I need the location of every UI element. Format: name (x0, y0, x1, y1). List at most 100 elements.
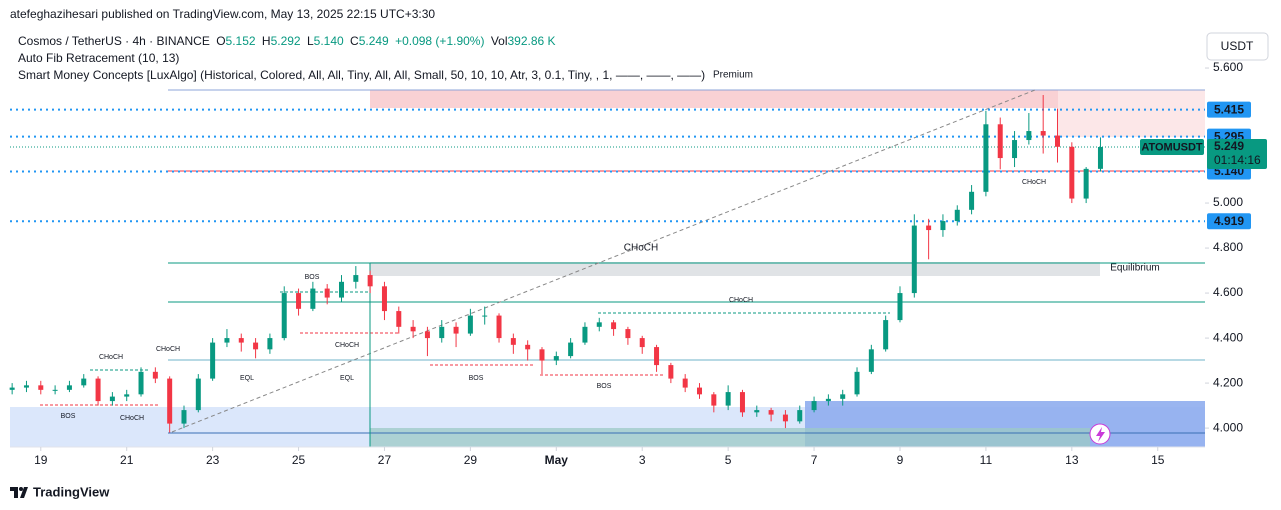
x-tick-label: 15 (1151, 453, 1165, 467)
last-price-box (1207, 139, 1267, 170)
candle-body (324, 288, 330, 298)
close-key: C (350, 34, 359, 48)
alert-icon-bolt (1096, 427, 1105, 442)
annotation: CHoCH (156, 346, 180, 353)
brand-logo (10, 487, 28, 498)
y-tick-label: 4.800 (1213, 240, 1243, 254)
candle-body (969, 191, 975, 210)
y-tick-label: 4.400 (1213, 330, 1243, 344)
candle-body (1012, 140, 1018, 159)
candle-body (1040, 131, 1046, 136)
x-tick-label: 11 (980, 453, 993, 467)
candle-body (238, 338, 244, 343)
candle-body (353, 275, 359, 282)
annotation: CHoCH (1022, 179, 1046, 186)
x-tick-label: 27 (378, 453, 392, 467)
candle-body (739, 392, 745, 413)
candle-body (181, 410, 187, 424)
y-tick-label: 5.600 (1213, 60, 1243, 74)
annotation: BOS (61, 413, 76, 420)
x-tick-label: 13 (1065, 453, 1079, 467)
vol-value: 392.86 K (508, 34, 556, 48)
candle-body (1097, 147, 1103, 169)
last-price-name-box (1140, 139, 1204, 156)
candle-body (95, 378, 101, 402)
candle-body (568, 342, 574, 357)
candle-body (983, 124, 989, 192)
annotation: Premium (713, 70, 753, 81)
open-key: O (216, 34, 225, 48)
candle-body (697, 387, 703, 395)
candle-body (639, 338, 645, 348)
candle-body (410, 326, 416, 332)
candle-body (195, 378, 201, 411)
price-label: 4.919 (1214, 214, 1244, 228)
last-price-name: ATOMUSDT (1141, 141, 1203, 153)
candle-body (467, 315, 473, 334)
symbol: Cosmos / TetherUS · 4h · BINANCE (18, 34, 210, 48)
x-tick-label: 29 (464, 453, 478, 467)
price-label-box (1207, 101, 1251, 118)
candle-body (339, 281, 345, 298)
candle-body (911, 225, 917, 294)
annotation: BOS (305, 274, 320, 281)
annotation: Equilibrium (1110, 263, 1159, 274)
candle-body (625, 329, 631, 339)
indicator-fib: Auto Fib Retracement (10, 13) (18, 51, 179, 65)
candle-body (66, 385, 72, 390)
x-tick-label: 21 (120, 453, 134, 467)
candle-body (167, 378, 173, 424)
candle-body (797, 410, 803, 422)
x-tick-label: 7 (811, 453, 818, 467)
candle-body (1026, 131, 1032, 141)
candle-body (525, 344, 531, 350)
candle-body (954, 209, 960, 222)
legend-line: Cosmos / TetherUS · 4h · BINANCE O5.152 … (18, 34, 556, 48)
open-value: 5.152 (226, 34, 256, 48)
annotation: BOS (469, 375, 484, 382)
candle-body (811, 401, 817, 411)
y-tick-label: 4.200 (1213, 375, 1243, 389)
candle-body (596, 322, 602, 327)
premium-zone (370, 90, 1100, 108)
low-value: 5.140 (314, 34, 344, 48)
candle-body (23, 385, 29, 388)
candle-body (52, 389, 58, 391)
published-line: atefeghazihesari published on TradingVie… (10, 7, 435, 21)
high-key: H (262, 34, 271, 48)
candle-body (897, 293, 903, 321)
candle-body (883, 320, 889, 350)
candle-body (9, 387, 15, 390)
candle-body (424, 331, 430, 339)
premium-box (1058, 90, 1205, 137)
candle-body (510, 338, 516, 345)
last-price-timer: 01:14:16 (1214, 153, 1261, 167)
candle-body (782, 414, 788, 422)
x-tick-label: 19 (34, 453, 48, 467)
candle-body (396, 311, 402, 327)
y-tick-label: 4.000 (1213, 420, 1243, 434)
x-tick-label: 25 (292, 453, 306, 467)
candle-body (654, 347, 660, 366)
candle-body (138, 371, 144, 395)
price-label: 5.415 (1214, 102, 1244, 116)
candle-body (253, 342, 259, 350)
candle-body (868, 349, 874, 372)
vol-key: Vol (491, 34, 508, 48)
candle-body (1055, 135, 1061, 147)
candle-body (482, 315, 488, 317)
demand-zone (370, 428, 1090, 447)
candle-body (611, 322, 617, 330)
candle-body (224, 338, 230, 343)
candle-body (754, 410, 760, 413)
candle-body (453, 326, 459, 334)
candle-body (926, 225, 932, 231)
candle-body (768, 410, 774, 415)
equilibrium-zone (370, 262, 1100, 276)
candle-body (124, 394, 130, 397)
annotation: CHoCH (120, 415, 144, 422)
annotation: CHoCH (335, 342, 359, 349)
logo-dot (19, 487, 23, 491)
x-tick-label: 3 (639, 453, 646, 467)
